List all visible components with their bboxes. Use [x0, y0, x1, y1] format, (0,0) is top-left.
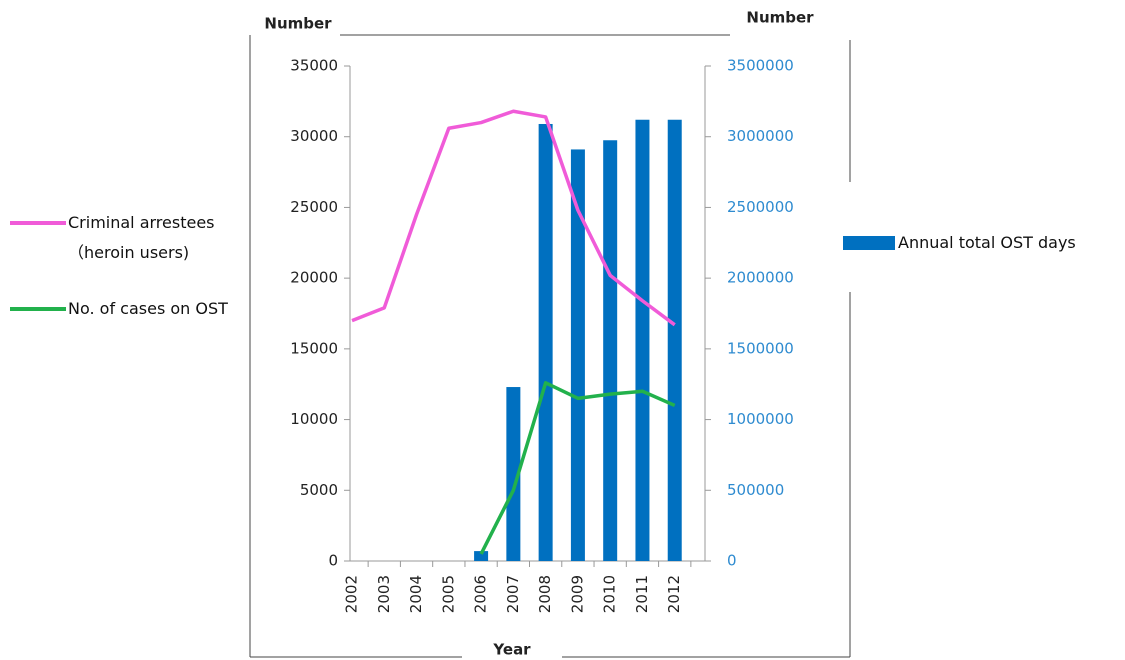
y-tick-label: 10000	[290, 410, 338, 428]
frame	[249, 34, 851, 658]
x-tick-label: 2002	[343, 575, 361, 613]
y-axis-title: Number	[264, 15, 332, 33]
bar	[538, 123, 553, 561]
legend-swatch	[10, 307, 66, 311]
legend-label: Annual total OST days	[898, 233, 1076, 252]
x-tick-label: 2010	[601, 575, 619, 613]
legend-swatch	[10, 221, 66, 225]
y-tick-label: 35000	[290, 57, 338, 75]
legend-swatch	[843, 236, 895, 250]
line	[479, 381, 676, 555]
legend-label: Criminal arrestees（heroin users)	[68, 213, 215, 262]
legend-label: No. of cases on OST	[68, 299, 228, 318]
bar	[667, 119, 682, 561]
y2-tick-label: 1000000	[727, 410, 794, 428]
y2-tick-label: 3000000	[727, 127, 794, 145]
y2-tick-label: 2500000	[727, 198, 794, 216]
line	[351, 109, 676, 327]
y-tick-label: 0	[328, 552, 338, 570]
y-tick-label: 15000	[290, 339, 338, 357]
y2-tick-label: 2000000	[727, 269, 794, 287]
x-tick-label: 2003	[375, 575, 393, 613]
x-tick-label: 2012	[665, 575, 683, 613]
x-tick-label: 2011	[633, 575, 651, 613]
bar	[506, 387, 521, 561]
x-tick-label: 2004	[407, 575, 425, 613]
y2-tick-label: 500000	[727, 481, 784, 499]
y-tick-label: 5000	[300, 481, 338, 499]
y2-axis-title: Number	[746, 9, 814, 27]
y2-tick-label: 0	[727, 552, 737, 570]
x-tick-label: 2009	[568, 575, 586, 613]
bar	[474, 551, 489, 561]
bar	[635, 119, 650, 561]
x-tick-label: 2008	[536, 575, 554, 613]
bar	[570, 149, 585, 561]
y2-tick-label: 3500000	[727, 57, 794, 75]
y2-tick-label: 1500000	[727, 339, 794, 357]
x-axis-title: Year	[492, 641, 531, 659]
y-tick-label: 25000	[290, 198, 338, 216]
bar	[603, 140, 618, 561]
x-tick-label: 2005	[439, 575, 457, 613]
y-tick-label: 30000	[290, 127, 338, 145]
x-tick-label: 2006	[472, 575, 490, 613]
x-tick-label: 2007	[504, 575, 522, 613]
y-tick-label: 20000	[290, 269, 338, 287]
